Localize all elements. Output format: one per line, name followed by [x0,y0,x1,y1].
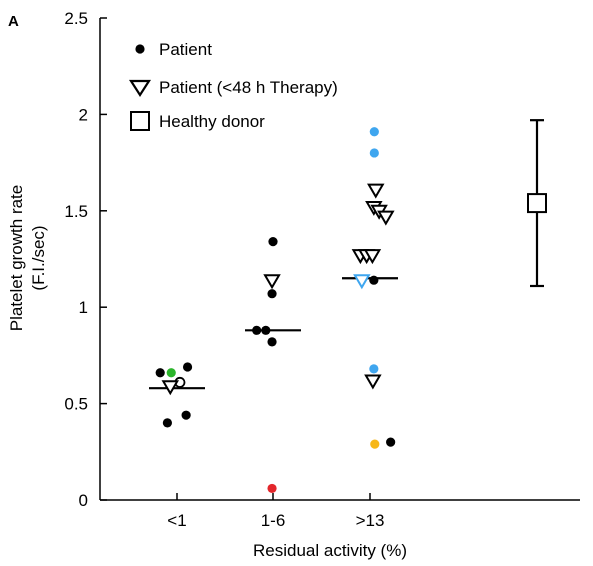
legend-entry: Patient [135,40,212,59]
data-point [181,410,191,420]
data-point-triangle [353,274,371,290]
panel-label: A [8,13,19,30]
data-point [268,237,278,247]
y-axis-label-line2: (F.I./sec) [29,225,48,290]
legend-label: Healthy donor [159,112,265,131]
y-axis-label-line1: Platelet growth rate [7,185,26,331]
data-points [155,127,396,494]
data-point [267,289,277,299]
data-point [369,148,379,158]
y-tick-label: 1.5 [64,202,88,221]
legend-square-marker [130,111,150,131]
healthy-donor-square [527,193,547,214]
legend-dot-marker [135,44,145,54]
y-tick-label: 2 [79,105,88,124]
data-point [155,368,165,378]
y-tick-label: 0.5 [64,395,88,414]
data-point [162,418,172,428]
data-point [267,483,277,494]
data-point-triangle [367,183,385,199]
y-tick-label: 0 [79,491,88,510]
data-point [370,439,380,449]
axes [99,18,580,501]
legend-label: Patient [159,40,212,59]
y-tick-label: 2.5 [64,9,88,28]
data-point-triangle [363,249,382,265]
data-point [252,325,262,335]
legend-entry: Patient (<48 h Therapy) [128,78,338,98]
x-tick-label: >13 [356,511,385,530]
data-point [386,437,396,447]
legend-entry: Healthy donor [130,111,265,131]
y-tick-label: 1 [79,298,88,317]
data-point [182,362,193,372]
data-point [267,337,277,347]
data-point [369,364,379,374]
data-point-triangle [263,274,281,290]
data-point [369,127,379,137]
data-point [261,325,271,335]
ticks: 0 0.5 1 1.5 2 2.5 <1 1-6 >13 [64,9,384,530]
data-point [166,368,176,378]
legend: Patient Patient (<48 h Therapy) Healthy do… [128,40,338,131]
data-point-triangle [364,374,382,390]
x-tick-label: 1-6 [261,511,286,530]
data-point-triangle [377,210,395,226]
legend-label: Patient (<48 h Therapy) [159,78,338,97]
data-point-triangle [161,380,180,396]
x-tick-label: <1 [167,511,186,530]
legend-triangle-marker [128,79,152,98]
healthy-donor-marker [527,119,547,288]
data-point [369,275,379,285]
x-axis-label: Residual activity (%) [253,541,407,560]
